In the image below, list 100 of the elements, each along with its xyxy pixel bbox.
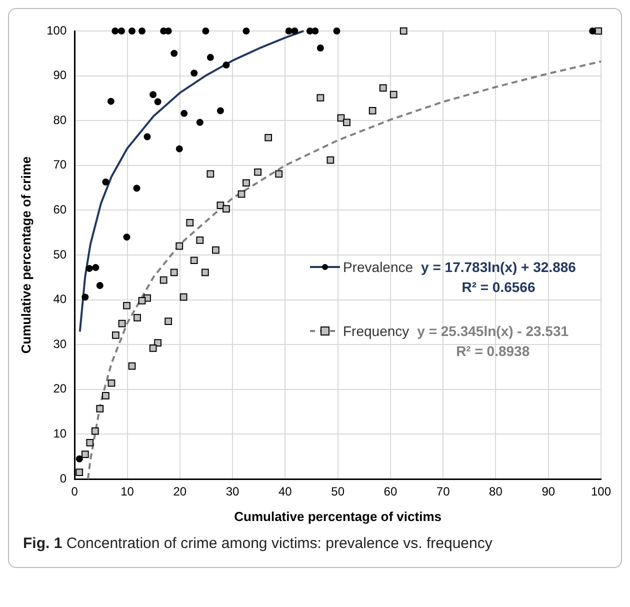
point [138, 28, 146, 34]
point [206, 170, 214, 178]
point [275, 170, 283, 178]
point [170, 268, 178, 276]
point [222, 62, 230, 69]
y-tick-label: 50 [53, 247, 67, 262]
x-tick-label: 40 [278, 484, 292, 499]
caption: Fig. 1 Concentration of crime among victims: prevalence vs. frequency [22, 534, 494, 554]
point [149, 344, 157, 352]
annotation: R² = 0.8938 [455, 342, 531, 361]
point [337, 114, 345, 122]
point [138, 297, 146, 304]
point [291, 28, 298, 34]
y-tick-label: 10 [53, 426, 67, 441]
point [154, 98, 162, 106]
point [112, 28, 119, 34]
point [160, 276, 168, 284]
legend-label: Prevalence [343, 259, 414, 275]
point [134, 314, 141, 322]
y-tick-label: 20 [53, 382, 67, 396]
point [118, 28, 125, 34]
point [176, 145, 183, 152]
point [164, 318, 172, 325]
point [123, 234, 130, 241]
x-tick-label: 30 [226, 484, 240, 499]
point [312, 28, 319, 34]
point [180, 293, 188, 301]
point [343, 118, 350, 126]
point [316, 94, 324, 102]
point [176, 242, 184, 250]
point [118, 320, 126, 328]
point [86, 264, 93, 272]
x-tick-label: 80 [489, 484, 503, 499]
y-tick-label: 90 [53, 68, 67, 82]
point [144, 133, 151, 140]
point [180, 110, 188, 117]
annotation: R² = 0.6566 [460, 278, 536, 297]
x-tick-label: 50 [331, 484, 345, 499]
y-tick-label: 40 [53, 292, 67, 306]
point [368, 107, 376, 114]
point [201, 268, 209, 276]
point [76, 455, 83, 462]
x-tick-label: 60 [384, 484, 398, 499]
point [108, 379, 116, 387]
legend-label: Frequency [343, 323, 410, 339]
y-tick-label: 0 [60, 471, 67, 486]
y-tick-label: 100 [46, 23, 67, 38]
point [326, 156, 334, 164]
point [216, 107, 224, 114]
x-tick-label: 10 [120, 484, 134, 499]
point [285, 28, 292, 34]
point [154, 339, 162, 346]
point [170, 50, 178, 57]
point [202, 28, 210, 34]
point [379, 84, 387, 92]
point [212, 246, 220, 254]
x-axis-title: Cumulative percentage of victims [234, 508, 442, 524]
point [206, 54, 214, 61]
point [242, 179, 250, 187]
point [96, 282, 104, 289]
point [316, 44, 324, 52]
annotation: y = 17.783ln(x) + 32.886 [421, 258, 576, 277]
y-tick-label: 70 [53, 158, 67, 172]
point [86, 439, 94, 446]
x-tick-label: 70 [436, 484, 450, 499]
point [589, 28, 596, 34]
point [91, 427, 99, 435]
y-axis-title: Cumulative percentage of crime [18, 156, 34, 354]
point [102, 392, 110, 400]
point [76, 468, 84, 476]
point [107, 98, 114, 105]
point [150, 91, 157, 98]
point [222, 205, 230, 213]
point [128, 28, 136, 34]
point [242, 28, 250, 34]
point [216, 202, 224, 209]
y-tick-label: 60 [53, 202, 67, 217]
point [133, 184, 140, 192]
y-tick-label: 80 [53, 112, 67, 127]
x-tick-label: 90 [542, 484, 556, 499]
point [196, 236, 204, 244]
point [333, 28, 340, 34]
x-tick-label: 100 [590, 484, 612, 499]
point [196, 118, 204, 126]
point [186, 219, 194, 226]
y-tick-label: 30 [53, 336, 67, 351]
x-tick-label: 0 [71, 484, 78, 499]
point [190, 70, 198, 77]
point [128, 362, 136, 370]
point [96, 404, 104, 412]
point [123, 302, 130, 310]
annotation: y = 25.345ln(x) - 23.531 [417, 322, 569, 341]
point [190, 256, 198, 264]
point [82, 294, 89, 301]
point [390, 90, 398, 98]
point [92, 264, 100, 272]
point [264, 134, 272, 142]
line-series [86, 60, 602, 480]
point [81, 450, 89, 458]
point [102, 178, 110, 186]
